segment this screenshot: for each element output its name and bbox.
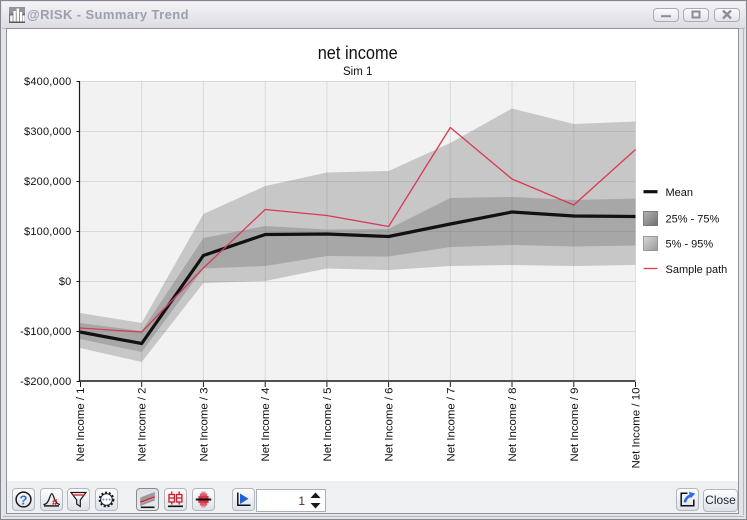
svg-text:25% - 75%: 25% - 75% (666, 214, 720, 226)
svg-text:$0: $0 (59, 276, 72, 288)
svg-text:#: # (51, 498, 57, 509)
svg-text:Sample path: Sample path (666, 264, 728, 276)
svg-text:$400,000: $400,000 (24, 76, 71, 88)
svg-text:Net Income / 9: Net Income / 9 (569, 388, 581, 462)
svg-text:Net Income / 3: Net Income / 3 (198, 388, 210, 462)
svg-text:Mean: Mean (666, 187, 694, 199)
svg-text:$100,000: $100,000 (24, 226, 71, 238)
svg-text:-$200,000: -$200,000 (20, 376, 71, 388)
svg-text:$200,000: $200,000 (24, 176, 71, 188)
svg-text:?: ? (20, 492, 28, 507)
svg-text:net income: net income (318, 43, 398, 63)
svg-text:Net Income / 2: Net Income / 2 (137, 388, 149, 462)
svg-text:Net Income / 4: Net Income / 4 (260, 388, 272, 462)
svg-text:$300,000: $300,000 (24, 126, 71, 138)
svg-text:Net Income / 5: Net Income / 5 (322, 388, 334, 462)
svg-text:Net Income / 1: Net Income / 1 (75, 388, 87, 462)
svg-text:Net Income / 8: Net Income / 8 (507, 388, 519, 462)
svg-text:Net Income / 7: Net Income / 7 (445, 388, 457, 462)
svg-text:Net Income / 6: Net Income / 6 (384, 388, 396, 462)
svg-text:5% - 95%: 5% - 95% (666, 239, 714, 251)
svg-text:Sim 1: Sim 1 (343, 66, 372, 78)
svg-text:Net Income / 10: Net Income / 10 (631, 388, 643, 469)
svg-text:-$100,000: -$100,000 (20, 326, 71, 338)
